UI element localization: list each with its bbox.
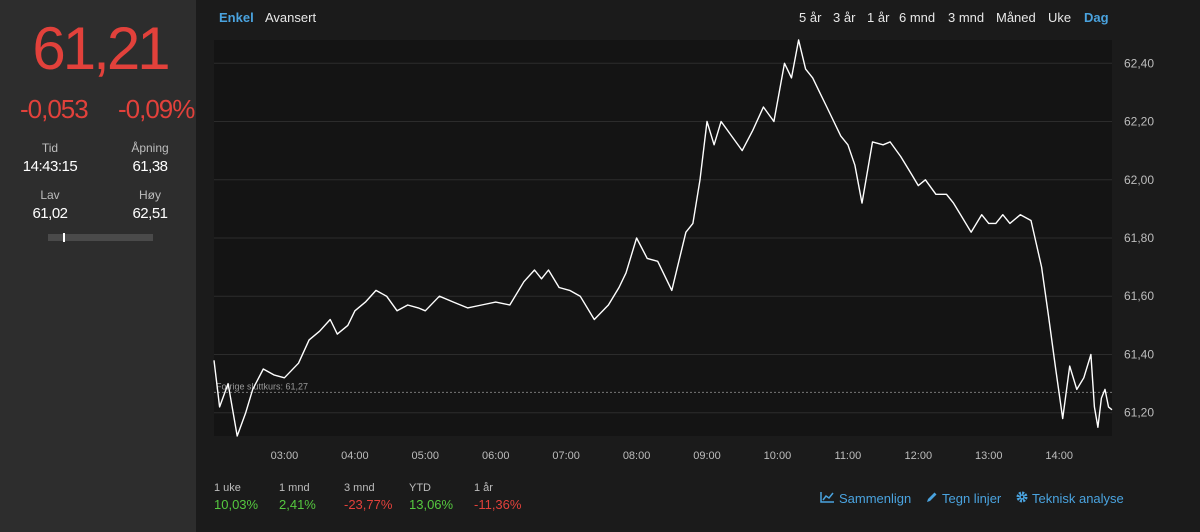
x-tick-label: 14:00 (1045, 450, 1073, 462)
y-tick-label: 62,20 (1124, 115, 1154, 129)
day-range-bar (48, 233, 153, 242)
perf-label: 3 mnd (344, 482, 375, 494)
perf-3-months: 3 mnd -23,77% (344, 482, 392, 512)
y-tick-label: 61,60 (1124, 289, 1154, 303)
x-tick-label: 03:00 (271, 450, 299, 462)
x-tick-label: 12:00 (905, 450, 933, 462)
tab-avansert[interactable]: Avansert (265, 10, 317, 25)
quote-panel: 61,21 -0,053 -0,09% Tid 14:43:15 Åpning … (0, 0, 196, 532)
perf-value: -23,77% (344, 497, 393, 512)
perf-1-year: 1 år -11,36% (474, 482, 521, 512)
compare-button[interactable]: Sammenlign (820, 491, 911, 506)
price-series-line (213, 39, 1113, 437)
last-price: 61,21 (32, 15, 170, 82)
x-tick-label: 08:00 (623, 450, 651, 462)
perf-value: 13,06% (409, 497, 454, 512)
low-value: 61,02 (32, 205, 68, 222)
previous-close-label: Forrige sluttkurs: 61,27 (216, 381, 308, 391)
open-label: Åpning (131, 141, 169, 155)
time-value: 14:43:15 (22, 158, 78, 175)
compare-label: Sammenlign (839, 491, 912, 506)
perf-1-month: 1 mnd 2,41% (279, 482, 316, 512)
change-percent: -0,09% (118, 94, 195, 124)
period-6-months[interactable]: 6 mnd (899, 10, 936, 25)
line-chart-icon (820, 491, 835, 506)
y-tick-label: 61,20 (1124, 406, 1154, 420)
y-tick-label: 61,40 (1124, 347, 1154, 361)
draw-lines-label: Tegn linjer (942, 491, 1002, 506)
technical-analysis-button[interactable]: Teknisk analyse (1016, 491, 1124, 506)
x-tick-label: 05:00 (412, 450, 440, 462)
high-value: 62,51 (132, 205, 168, 222)
x-tick-label: 10:00 (764, 450, 792, 462)
x-tick-label: 04:00 (341, 450, 369, 462)
technical-analysis-label: Teknisk analyse (1032, 491, 1124, 506)
perf-value: 10,03% (214, 497, 259, 512)
perf-label: YTD (409, 482, 431, 494)
gear-icon (1016, 491, 1028, 506)
draw-lines-button[interactable]: Tegn linjer (926, 491, 1001, 506)
period-week[interactable]: Uke (1048, 10, 1072, 25)
period-day[interactable]: Dag (1084, 10, 1109, 25)
x-tick-label: 06:00 (482, 450, 510, 462)
period-3-months[interactable]: 3 mnd (948, 10, 985, 25)
y-tick-label: 61,80 (1124, 231, 1154, 245)
range-marker (62, 233, 65, 242)
perf-label: 1 mnd (279, 482, 310, 494)
perf-value: -11,36% (474, 497, 522, 512)
perf-value: 2,41% (279, 497, 316, 512)
perf-label: 1 år (474, 482, 493, 494)
period-3-years[interactable]: 3 år (833, 10, 856, 25)
y-tick-label: 62,40 (1124, 56, 1154, 70)
y-tick-label: 62,00 (1124, 173, 1154, 187)
price-chart[interactable]: 62,40 62,20 62,00 61,80 61,60 61,40 61,20 03:00… (196, 0, 1200, 470)
high-label: Høy (139, 188, 161, 202)
x-tick-label: 07:00 (552, 450, 580, 462)
period-5-years[interactable]: 5 år (799, 10, 822, 25)
time-label: Tid (41, 141, 59, 155)
perf-1-week: 1 uke 10,03% (214, 482, 258, 512)
low-label: Lav (40, 188, 60, 202)
perf-label: 1 uke (214, 482, 241, 494)
perf-ytd: YTD 13,06% (409, 482, 453, 512)
period-month[interactable]: Måned (996, 10, 1036, 25)
change-absolute: -0,053 (20, 94, 89, 124)
x-tick-label: 09:00 (693, 450, 721, 462)
x-tick-label: 13:00 (975, 450, 1003, 462)
chart-area: Enkel Avansert 5 år 3 år 1 år 6 mnd 3 mn… (196, 0, 1200, 532)
open-value: 61,38 (132, 158, 168, 175)
period-1-year[interactable]: 1 år (867, 10, 890, 25)
x-tick-label: 11:00 (835, 450, 862, 462)
pencil-icon (926, 491, 938, 506)
tab-enkel[interactable]: Enkel (219, 10, 254, 25)
